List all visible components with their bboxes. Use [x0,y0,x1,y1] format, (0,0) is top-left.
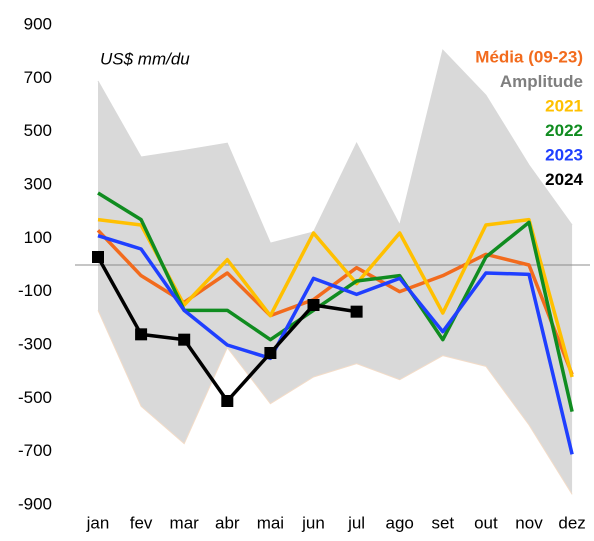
x-tick-label: mai [257,513,284,532]
series-marker [178,333,191,346]
amplitude-upper [97,49,573,244]
series-marker [350,305,363,318]
y-tick-label: 900 [24,14,52,33]
y-tick-label: 300 [24,174,52,193]
series-marker [92,251,104,263]
x-tick-label: jun [301,513,325,532]
series-marker [135,328,148,341]
legend-label: Média (09-23) [475,47,583,66]
x-tick-label: fev [130,513,153,532]
y-tick-label: 100 [24,228,52,247]
series-line [97,191,574,413]
y-tick-label: -100 [18,281,52,300]
x-tick-label: jul [347,513,365,532]
chart-subtitle: US$ mm/du [100,49,190,68]
x-tick-label: dez [558,513,585,532]
legend-label: 2021 [545,96,583,115]
series-marker [221,395,234,407]
series-line [97,233,574,455]
amplitude-area [98,50,573,495]
series-marker [307,299,320,311]
x-tick-label: out [474,513,498,532]
y-tick-label: 500 [24,121,52,140]
legend-label: 2022 [545,121,583,140]
y-tick-label: 700 [24,68,52,87]
y-tick-label: -500 [18,388,52,407]
legend-label: Amplitude [500,72,583,91]
y-tick-label: -300 [18,334,52,353]
legend-label: 2023 [545,145,583,164]
x-tick-label: set [431,513,454,532]
y-tick-label: -900 [18,494,52,513]
x-tick-label: nov [515,513,543,532]
series-marker [264,347,277,359]
amplitude-lower [97,310,573,495]
x-tick-label: jan [86,513,110,532]
x-tick-label: mar [170,513,200,532]
x-tick-label: ago [386,513,414,532]
legend-label: 2024 [545,170,583,189]
x-tick-label: abr [215,513,240,532]
y-tick-label: -700 [18,441,52,460]
